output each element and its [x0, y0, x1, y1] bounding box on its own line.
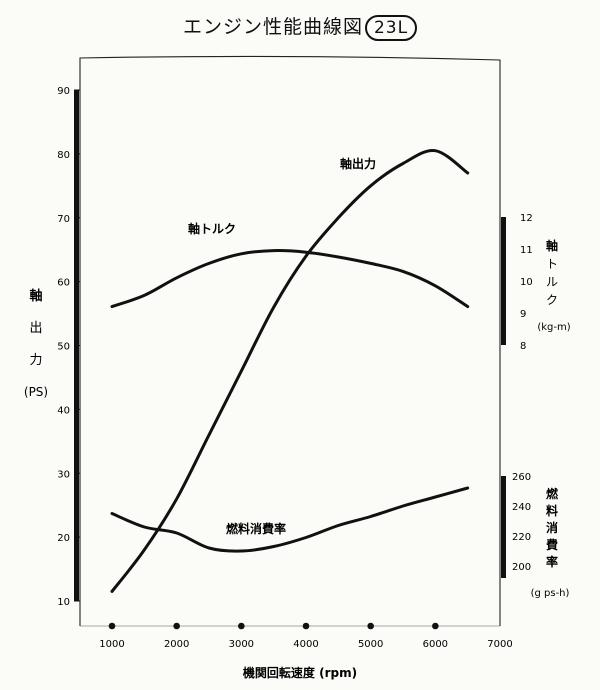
annotation-fuel-consumption: 燃料消費率	[226, 521, 286, 536]
fuel-axis-label-char: 消	[546, 520, 558, 535]
chart-title-badge: 23L	[364, 15, 418, 41]
x-axis-tick-label: 3000	[229, 639, 254, 650]
x-axis-dot	[367, 622, 374, 630]
torque-axis-tick-label: 12	[520, 213, 533, 224]
torque-axis-label-char: ト	[546, 257, 558, 271]
torque-axis-tick-label: 10	[520, 277, 533, 288]
x-axis-dot	[238, 622, 245, 630]
left-axis-tick-label: 80	[57, 150, 70, 161]
left-axis-label-char: 力	[29, 353, 42, 368]
left-axis-tick-label: 30	[57, 469, 70, 480]
x-axis-tick-label: 1000	[99, 639, 124, 650]
left-axis-tick-label: 50	[57, 342, 70, 353]
x-axis-label: 機関回転速度 (rpm)	[243, 665, 357, 680]
x-axis-tick-label: 5000	[358, 639, 383, 650]
left-axis-tick-label: 40	[57, 405, 70, 416]
left-axis-label-char: 出	[29, 321, 42, 336]
x-axis-tick-label: 6000	[423, 639, 448, 650]
fuel-axis-tick-label: 240	[512, 502, 531, 513]
left-axis-bar	[74, 90, 79, 601]
torque-axis-label-char: ク	[546, 293, 558, 307]
fuel-axis-unit: (g ps-h)	[531, 588, 570, 599]
annotation-shaft-power: 軸出力	[340, 156, 376, 171]
fuel-axis-tick-label: 260	[512, 472, 531, 483]
torque-axis-bar	[501, 217, 506, 345]
torque-axis-tick-label: 8	[520, 341, 526, 352]
x-axis-tick-label: 7000	[487, 639, 512, 650]
annotation-shaft-torque: 軸トルク	[188, 221, 236, 236]
torque-axis-unit: (kg-m)	[537, 322, 570, 333]
left-axis-tick-label: 90	[57, 86, 70, 97]
left-axis-unit: (PS)	[24, 385, 48, 399]
fuel-axis-label-char: 料	[546, 503, 558, 518]
torque-axis-label-char: ル	[546, 275, 558, 289]
fuel-axis-label-char: 率	[546, 554, 558, 569]
fuel-axis-label-char: 燃	[546, 486, 559, 501]
left-axis-tick-label: 20	[57, 533, 70, 544]
chart-title-row: エンジン性能曲線図 23L	[0, 12, 600, 41]
fuel-axis-label-char: 費	[546, 537, 558, 552]
chart-title: エンジン性能曲線図	[182, 16, 363, 38]
fuel-axis-bar	[501, 476, 506, 578]
torque-axis-tick-label: 9	[520, 309, 526, 320]
x-axis-dot	[173, 622, 180, 630]
torque-axis-tick-label: 11	[520, 245, 533, 256]
left-axis-tick-label: 60	[57, 278, 70, 289]
x-axis-dot	[302, 622, 310, 630]
left-axis-tick-label: 70	[57, 214, 70, 225]
x-axis-dot	[432, 622, 439, 630]
fuel-axis-tick-label: 220	[512, 532, 531, 543]
series-line-1	[110, 149, 470, 593]
x-axis-tick-label: 4000	[293, 639, 318, 650]
x-axis-dot	[108, 622, 116, 630]
left-axis-tick-label: 10	[57, 597, 70, 608]
series-line-2	[110, 249, 470, 309]
plot-frame	[79, 55, 501, 626]
left-axis-label-char: 軸	[29, 288, 42, 304]
x-axis-tick-label: 2000	[164, 639, 189, 650]
fuel-axis-tick-label: 200	[512, 562, 531, 573]
torque-axis-label-char: 軸	[546, 238, 558, 253]
series-line-3	[110, 486, 470, 553]
